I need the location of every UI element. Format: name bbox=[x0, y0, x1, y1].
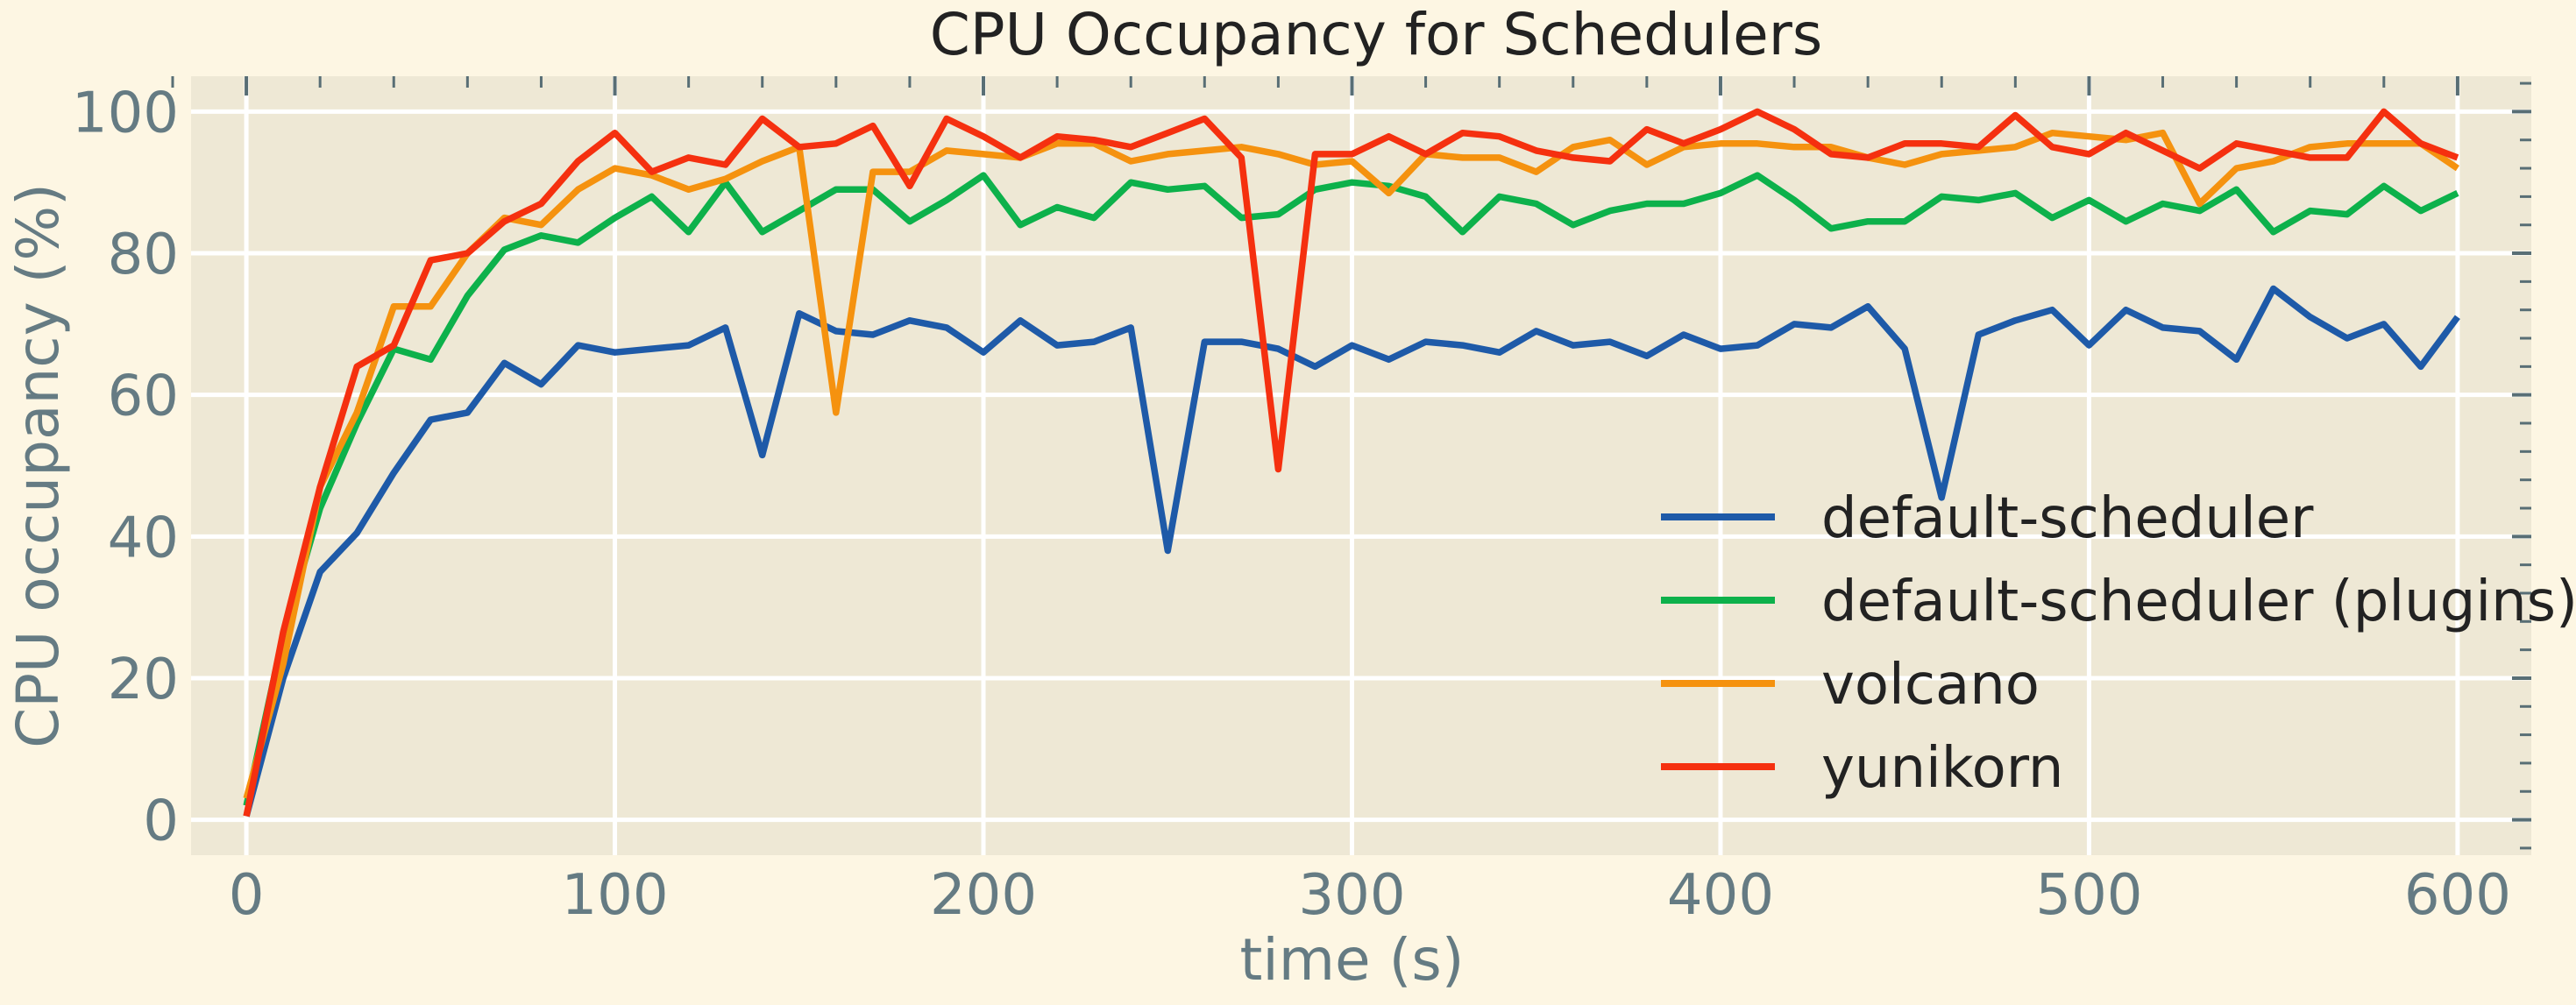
x-tick-label: 100 bbox=[561, 863, 668, 928]
x-tick-label: 0 bbox=[229, 863, 265, 928]
y-tick-label: 60 bbox=[108, 364, 179, 429]
legend-label: volcano bbox=[1821, 653, 2040, 718]
grid-lines bbox=[191, 76, 2531, 855]
x-tick-label: 400 bbox=[1667, 863, 1774, 928]
x-tick-label: 500 bbox=[2035, 863, 2142, 928]
x-tick-label: 600 bbox=[2404, 863, 2511, 928]
legend-label: yunikorn bbox=[1821, 736, 2063, 801]
y-tick-label: 40 bbox=[108, 506, 179, 570]
legend: default-scheduler default-scheduler (plug… bbox=[1661, 486, 2576, 801]
chart-title: CPU Occupancy for Schedulers bbox=[930, 1, 1823, 68]
x-tick-label: 200 bbox=[930, 863, 1037, 928]
series-line-volcano bbox=[243, 129, 2459, 800]
y-axis-label: CPU occupancy (%) bbox=[4, 183, 72, 748]
series-line-yunikorn bbox=[243, 108, 2459, 817]
x-axis-label: time (s) bbox=[1239, 926, 1464, 994]
x-tick-label: 300 bbox=[1298, 863, 1405, 928]
y-tick-label: 80 bbox=[108, 223, 179, 287]
data-lines bbox=[243, 108, 2460, 817]
legend-label: default-scheduler (plugins) bbox=[1821, 570, 2576, 634]
legend-label: default-scheduler bbox=[1821, 486, 2314, 551]
y-tick-label: 20 bbox=[108, 648, 179, 712]
axis-ticks bbox=[171, 76, 2531, 850]
plot-area bbox=[191, 76, 2531, 855]
y-tick-label: 100 bbox=[72, 81, 179, 145]
y-tick-label: 0 bbox=[143, 789, 179, 854]
tick-labels: 0 100 200 300 400 500 600 0 20 40 60 80 100 bbox=[72, 81, 2511, 928]
series-line-default-scheduler bbox=[243, 285, 2460, 817]
series-line-default-scheduler-plugins bbox=[243, 172, 2459, 807]
